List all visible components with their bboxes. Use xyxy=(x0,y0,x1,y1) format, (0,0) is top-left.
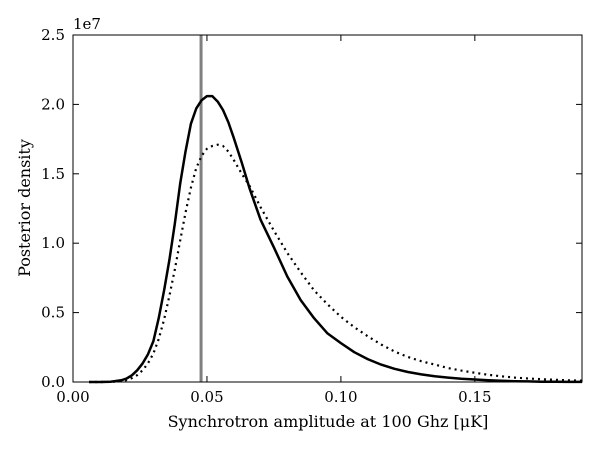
series-line-dotted xyxy=(89,143,583,384)
axes-frame xyxy=(72,34,583,383)
y-tick-label: 2.0 xyxy=(41,95,65,113)
y-tick-label: 0.0 xyxy=(41,373,65,391)
series-line-solid xyxy=(89,94,582,384)
y-axis-label: Posterior density xyxy=(15,139,34,277)
y-tick-label: 2.5 xyxy=(41,26,65,44)
lines-layer xyxy=(89,35,583,384)
x-tick-label: 0.00 xyxy=(56,388,89,406)
axes-layer: 0.00 0.05 0.10 0.15 0.0 0.5 1.0 1.5 2.0 2.5 xyxy=(41,26,583,406)
x-tick-label: 0.05 xyxy=(190,388,223,406)
x-tick-label: 0.10 xyxy=(324,388,357,406)
x-tick-label: 0.15 xyxy=(458,388,491,406)
y-tick-label: 1.0 xyxy=(41,234,65,252)
y-tick-label: 1.5 xyxy=(41,165,65,183)
y-tick-label: 0.5 xyxy=(41,304,65,322)
y-offset-label: 1e7 xyxy=(73,15,101,33)
x-axis-label: Synchrotron amplitude at 100 Ghz [μK] xyxy=(168,412,489,431)
